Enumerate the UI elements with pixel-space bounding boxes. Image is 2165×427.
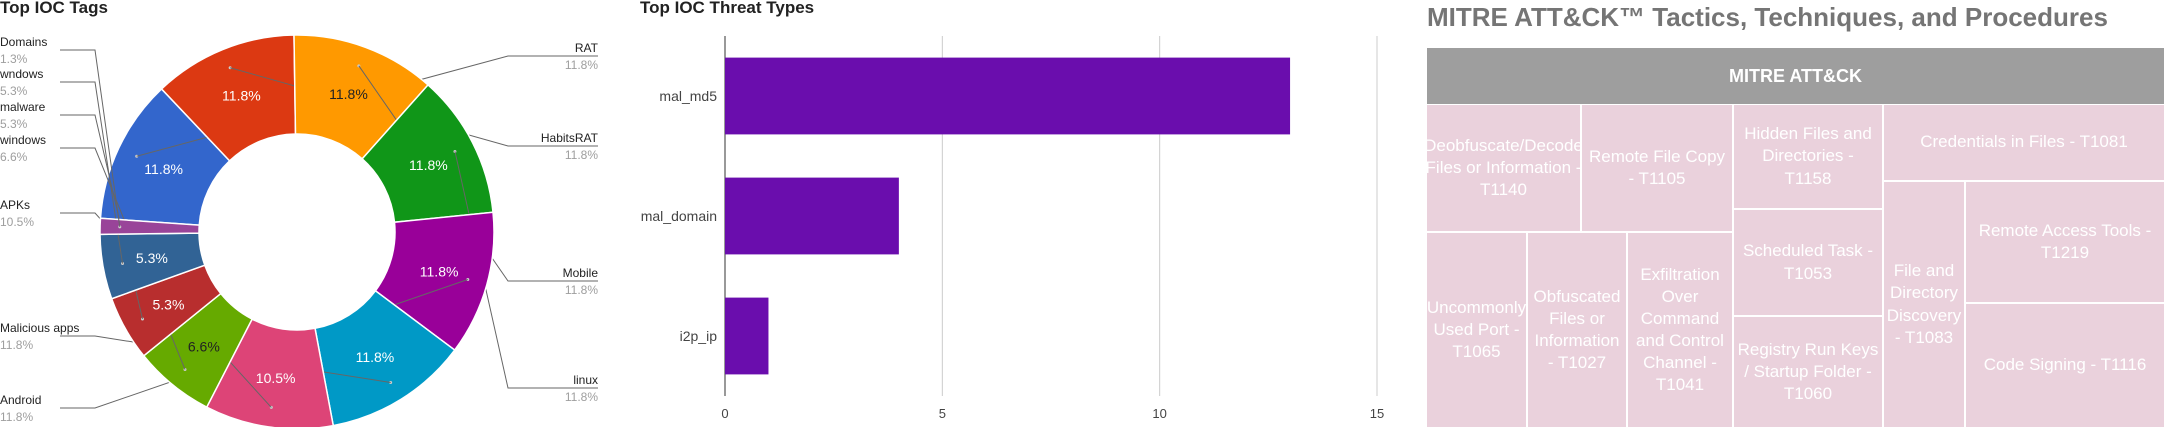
bar-tick-label: 15 (1370, 406, 1384, 421)
bar-category-label: mal_md5 (659, 88, 717, 104)
mitre-cell-t1081: Credentials in Files - T1081 (1884, 105, 2164, 180)
donut-slice-pct: 11.8% (144, 161, 183, 177)
donut-label-pct: 6.6% (0, 150, 28, 164)
donut-label-pct: 11.8% (565, 58, 598, 72)
mitre-cell-t1116: Code Signing - T1116 (1966, 304, 2164, 427)
bar-category-label: i2p_ip (680, 328, 718, 344)
bar-tick-label: 5 (939, 406, 946, 421)
donut-label-pct: 11.8% (565, 148, 598, 162)
donut-label-name: malware (0, 100, 46, 114)
donut-label-pct: 11.8% (0, 410, 33, 424)
donut-slice-pct: 5.3% (152, 296, 184, 312)
donut-label-pct: 11.8% (565, 390, 598, 404)
mitre-cell-t1105: Remote File Copy - T1105 (1582, 105, 1732, 231)
mitre-cell-t1027: Obfuscated Files or Information - T1027 (1528, 233, 1626, 427)
bar-mal-md5[interactable] (725, 57, 1291, 135)
bar-tick-label: 10 (1152, 406, 1166, 421)
donut-slice-pct: 11.8% (409, 157, 448, 173)
bar-i2p-ip[interactable] (725, 297, 769, 375)
threat-types-bar-chart: 0 5 10 15 mal_md5 mal_domain i2p_ip (641, 36, 1384, 421)
donut-slice-pct: 11.8% (356, 349, 395, 365)
mitre-cell-t1041: Exfiltration Over Command and Control Ch… (1628, 233, 1732, 427)
donut-label-name: Domains (0, 35, 47, 49)
mitre-treemap-header: MITRE ATT&CK (1427, 48, 2164, 104)
donut-slice-pct: 10.5% (256, 370, 296, 386)
donut-label-name: Malicious apps (0, 321, 79, 335)
donut-slice-domains[interactable] (99, 217, 201, 236)
mitre-cell-t1065: Uncommonly Used Port - T1065 (1427, 233, 1526, 427)
donut-slice-pct: 6.6% (188, 338, 220, 354)
donut-label-name: HabitsRAT (541, 131, 599, 145)
bar-mal-domain[interactable] (725, 177, 899, 255)
donut-label-name: Mobile (563, 266, 599, 280)
donut-label-name: wndows (0, 67, 43, 81)
types-chart-title: Top IOC Threat Types (640, 0, 815, 17)
donut-leader-line (60, 81, 124, 264)
donut-label-pct: 5.3% (0, 117, 28, 131)
mitre-cell-t1053: Scheduled Task - T1053 (1734, 210, 1882, 315)
donut-label-pct: 1.3% (0, 52, 28, 66)
tags-donut-chart: 11.8% RAT 11.8% 11.8% HabitsRAT 11.8% 11.8% Mob… (0, 34, 599, 427)
donut-slice-pct: 11.8% (222, 87, 261, 103)
mitre-cell-t1158: Hidden Files and Directories - T1158 (1734, 105, 1882, 208)
donut-label-name: linux (573, 373, 598, 387)
top-ioc-threat-types-panel: Top IOC Threat Types 0 5 10 15 mal_md5 mal_do… (630, 0, 1390, 427)
mitre-cell-t1060: Registry Run Keys / Startup Folder - T10… (1734, 317, 1882, 427)
donut-label-pct: 11.8% (565, 283, 598, 297)
donut-label-name: APKs (0, 198, 30, 212)
tags-chart-title: Top IOC Tags (0, 0, 108, 17)
mitre-cell-t1219: Remote Access Tools - T1219 (1966, 182, 2164, 302)
donut-slice-pct: 5.3% (136, 250, 168, 266)
donut-slice-pct: 11.8% (329, 86, 368, 102)
donut-label-pct: 5.3% (0, 84, 28, 98)
donut-leader-line (60, 49, 121, 227)
donut-slice-pct: 11.8% (420, 264, 459, 280)
mitre-panel: MITRE ATT&CK™ Tactics, Techniques, and P… (1420, 0, 2165, 427)
top-ioc-tags-panel: Top IOC Tags 11.8% RAT 11.8% 11.8% HabitsRAT… (0, 0, 620, 427)
donut-label-pct: 11.8% (0, 338, 33, 352)
mitre-cell-t1083: File and Directory Discovery - T1083 (1884, 182, 1964, 427)
mitre-cell-t1140: Deobfuscate/Decode Files or Information … (1427, 105, 1580, 231)
bar-category-label: mal_domain (641, 208, 717, 224)
donut-label-name: Android (0, 393, 41, 407)
donut-label-name: windows (0, 133, 46, 147)
mitre-title: MITRE ATT&CK™ Tactics, Techniques, and P… (1427, 2, 2108, 32)
bar-tick-label: 0 (721, 406, 728, 421)
donut-label-pct: 10.5% (0, 215, 34, 229)
donut-label-name: RAT (575, 41, 599, 55)
